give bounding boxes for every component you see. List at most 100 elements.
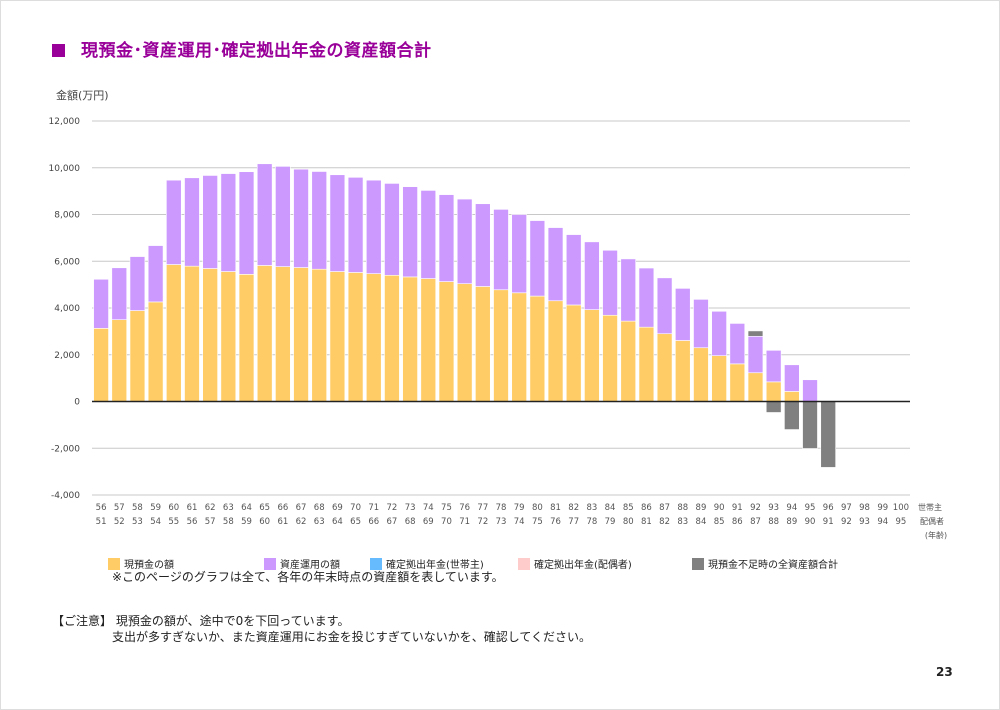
bar-segment bbox=[384, 183, 400, 276]
bar-segment bbox=[293, 267, 309, 402]
legend-label: 現預金不足時の全資産額合計 bbox=[708, 560, 838, 571]
x-tick-label-spouse: 91 bbox=[823, 517, 834, 527]
y-axis-unit: 金額(万円) bbox=[56, 89, 109, 102]
bar-segment bbox=[693, 299, 709, 349]
x-tick-label-spouse: 72 bbox=[477, 517, 488, 527]
legend-item: 確定拠出年金(世帯主) bbox=[370, 556, 484, 571]
caution-line-1: 現預金の額が、途中で0を下回っています。 bbox=[115, 614, 350, 628]
bar-segment bbox=[456, 283, 473, 402]
x-axis-label: 配偶者 bbox=[920, 516, 944, 526]
x-tick-label-head: 87 bbox=[659, 503, 670, 513]
bar-segment bbox=[765, 381, 782, 402]
x-tick-label-spouse: 56 bbox=[187, 517, 198, 527]
x-tick-label-spouse: 79 bbox=[605, 517, 616, 527]
x-tick-label-head: 62 bbox=[205, 503, 216, 513]
x-tick-label-spouse: 82 bbox=[659, 517, 670, 527]
x-tick-label-head: 74 bbox=[423, 503, 434, 513]
bar-segment bbox=[638, 267, 655, 328]
bar-segment bbox=[311, 171, 327, 270]
bar-segment bbox=[620, 320, 636, 402]
bar-segment bbox=[765, 350, 782, 383]
bar-segment bbox=[747, 335, 764, 374]
bar-segment bbox=[820, 401, 836, 468]
y-tick-label: 0 bbox=[74, 398, 80, 408]
bar-segment bbox=[293, 168, 309, 268]
bar-segment bbox=[802, 401, 818, 449]
x-tick-label-spouse: 55 bbox=[168, 517, 179, 527]
x-tick-label-spouse: 76 bbox=[550, 517, 561, 527]
bar-segment bbox=[111, 319, 128, 402]
caution-label: 【ご注意】 bbox=[52, 614, 113, 628]
y-tick-label: 10,000 bbox=[49, 164, 81, 174]
x-tick-label-head: 82 bbox=[568, 503, 579, 513]
x-axis-label: (年齢) bbox=[925, 530, 947, 540]
title-square-icon bbox=[52, 44, 65, 57]
bar-segment bbox=[511, 292, 527, 402]
bar-segment bbox=[784, 391, 800, 402]
bar-segment bbox=[311, 268, 327, 402]
x-tick-label-head: 75 bbox=[441, 503, 452, 513]
bar-segment bbox=[184, 177, 200, 267]
x-tick-label-head: 83 bbox=[586, 503, 597, 513]
bar-segment bbox=[366, 179, 382, 274]
chart-note: ※このページのグラフは全て、各年の年末時点の資産額を表しています。 bbox=[112, 570, 504, 584]
bar-segment bbox=[347, 177, 364, 273]
x-tick-label-spouse: 77 bbox=[568, 517, 579, 527]
legend-swatch bbox=[264, 557, 276, 570]
legend-item: 資産運用の額 bbox=[264, 556, 340, 571]
legend-swatch bbox=[370, 557, 382, 570]
x-tick-label-head: 70 bbox=[350, 503, 361, 513]
bar-segment bbox=[420, 278, 437, 402]
bar-segment bbox=[729, 363, 746, 402]
x-tick-label-head: 69 bbox=[332, 503, 343, 513]
x-tick-label-head: 79 bbox=[514, 503, 525, 513]
bar-segment bbox=[329, 271, 346, 402]
bar-segment bbox=[147, 245, 164, 303]
bar-segment bbox=[256, 265, 273, 402]
bar-segment bbox=[402, 186, 418, 278]
bar-segment bbox=[529, 295, 546, 402]
legend-label: 現預金の額 bbox=[124, 560, 174, 571]
bar-segment bbox=[329, 174, 346, 272]
legend-label: 確定拠出年金(配偶者) bbox=[534, 560, 632, 571]
bar-segment bbox=[220, 173, 237, 272]
bar-segment bbox=[275, 166, 291, 267]
bar-segment bbox=[166, 179, 182, 265]
caution-line-2: 支出が多すぎないか、また資産運用にお金を投じすぎていないかを、確認してください。 bbox=[112, 630, 592, 644]
legend-swatch bbox=[518, 557, 530, 570]
bar-segment bbox=[129, 310, 146, 402]
bar-segment bbox=[711, 355, 727, 402]
x-tick-label-head: 94 bbox=[786, 503, 797, 513]
y-tick-label: 8,000 bbox=[54, 211, 80, 221]
bar-segment bbox=[675, 340, 691, 402]
x-tick-label-head: 65 bbox=[259, 503, 270, 513]
legend-swatch bbox=[692, 557, 704, 570]
bar-segment bbox=[675, 288, 691, 341]
x-tick-label-spouse: 71 bbox=[459, 517, 470, 527]
bar-segment bbox=[475, 286, 491, 402]
bar-segment bbox=[493, 209, 509, 291]
x-tick-label-head: 90 bbox=[714, 503, 725, 513]
x-tick-label-spouse: 61 bbox=[277, 517, 288, 527]
bar-segment bbox=[347, 272, 364, 402]
bar-segment bbox=[456, 198, 473, 284]
x-tick-label-head: 60 bbox=[168, 503, 179, 513]
x-tick-label-spouse: 80 bbox=[623, 517, 634, 527]
bar-segment bbox=[420, 190, 437, 279]
bar-segment bbox=[802, 379, 818, 402]
y-tick-label: -2,000 bbox=[51, 444, 80, 454]
x-tick-label-spouse: 73 bbox=[496, 517, 507, 527]
bar-segment bbox=[529, 220, 546, 297]
bar-segment bbox=[238, 171, 255, 275]
bar-segment bbox=[475, 203, 491, 287]
x-tick-label-head: 72 bbox=[387, 503, 398, 513]
x-tick-label-spouse: 89 bbox=[786, 517, 797, 527]
bar-segment bbox=[184, 265, 200, 402]
x-tick-label-spouse: 64 bbox=[332, 517, 343, 527]
bar-segment bbox=[256, 163, 273, 266]
x-tick-label-head: 58 bbox=[132, 503, 143, 513]
x-tick-label-spouse: 63 bbox=[314, 517, 325, 527]
bar-segment bbox=[238, 274, 255, 402]
x-tick-label-spouse: 75 bbox=[532, 517, 543, 527]
x-tick-label-spouse: 62 bbox=[296, 517, 307, 527]
